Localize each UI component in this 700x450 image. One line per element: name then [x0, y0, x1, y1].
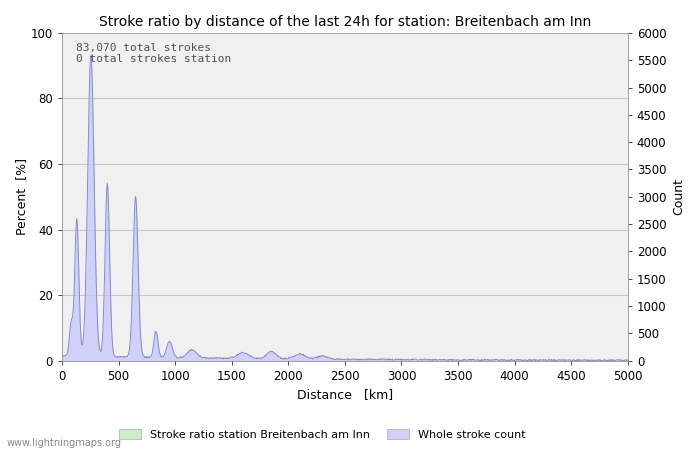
Text: www.lightningmaps.org: www.lightningmaps.org: [7, 438, 122, 448]
Y-axis label: Percent  [%]: Percent [%]: [15, 158, 28, 235]
Title: Stroke ratio by distance of the last 24h for station: Breitenbach am Inn: Stroke ratio by distance of the last 24h…: [99, 15, 591, 29]
X-axis label: Distance   [km]: Distance [km]: [297, 388, 393, 401]
Text: 83,070 total strokes
0 total strokes station: 83,070 total strokes 0 total strokes sta…: [76, 43, 232, 64]
Legend: Stroke ratio station Breitenbach am Inn, Whole stroke count: Stroke ratio station Breitenbach am Inn,…: [114, 425, 530, 445]
Y-axis label: Count: Count: [672, 178, 685, 215]
